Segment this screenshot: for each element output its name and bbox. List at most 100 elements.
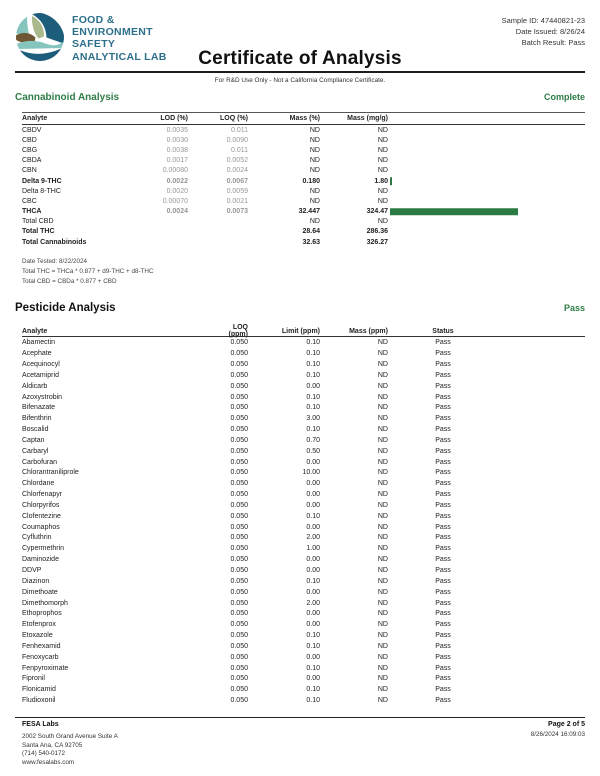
mass-pct-value: ND — [309, 187, 320, 195]
mass-value: ND — [377, 545, 388, 553]
pesticide-row: Captan 0.050 0.70 ND Pass — [22, 435, 585, 446]
pesticide-row: Ethoprophos 0.050 0.00 ND Pass — [22, 608, 585, 619]
loq-value: 0.050 — [230, 675, 248, 683]
mass-value: ND — [377, 415, 388, 423]
pesticide-table-body: Abamectin 0.050 0.10 ND Pass Acephate 0.050 0.1… — [22, 337, 585, 706]
loq-value: 0.050 — [230, 653, 248, 661]
loq-value: 0.050 — [230, 501, 248, 509]
fesa-lab-logo-icon — [16, 13, 64, 61]
limit-value: 0.00 — [306, 501, 320, 509]
limit-value: 2.00 — [306, 534, 320, 542]
pesticide-row: Cyfluthrin 0.050 2.00 ND Pass — [22, 533, 585, 544]
analyte-name: Fenhexamid — [22, 642, 61, 650]
loq-value: 0.050 — [230, 534, 248, 542]
status-value: Pass — [435, 642, 451, 650]
analyte-name: Diazinon — [22, 577, 50, 585]
document-title: Certificate of Analysis — [198, 48, 402, 69]
status-value: Pass — [435, 577, 451, 585]
loq-value: 0.011 — [231, 126, 248, 134]
loq-value: 0.0067 — [226, 177, 248, 185]
limit-value: 0.10 — [306, 632, 320, 640]
status-value: Pass — [435, 415, 451, 423]
mass-value: ND — [377, 686, 388, 694]
status-value: Pass — [435, 393, 451, 401]
mass-value: ND — [377, 491, 388, 499]
lab-name-line: FOOD & — [72, 14, 115, 26]
analyte-name: Abamectin — [22, 339, 56, 347]
status-value: Pass — [435, 621, 451, 629]
loq-value: 0.050 — [230, 360, 248, 368]
loq-value: 0.050 — [230, 382, 248, 390]
lod-value: 0.00080 — [162, 167, 188, 175]
status-value: Pass — [435, 588, 451, 596]
mass-pct-value: ND — [309, 146, 320, 154]
column-header: Limit (ppm) — [281, 327, 320, 335]
analyte-name: CBN — [22, 167, 37, 175]
mass-pct-value: 32.63 — [302, 238, 320, 246]
mass-bar-cell — [388, 176, 585, 186]
pesticide-row: Bifenthrin 0.050 3.00 ND Pass — [22, 413, 585, 424]
limit-value: 0.70 — [306, 436, 320, 444]
pesticide-row: DDVP 0.050 0.00 ND Pass — [22, 565, 585, 576]
pesticide-row: Azoxystrobin 0.050 0.10 ND Pass — [22, 392, 585, 403]
column-header: LOD (%) — [160, 115, 188, 122]
status-value: Pass — [435, 447, 451, 455]
analyte-name: Dimethomorph — [22, 599, 68, 607]
mass-mgg-value: ND — [377, 218, 388, 226]
pesticide-row: Dimethomorph 0.050 2.00 ND Pass — [22, 598, 585, 609]
status-value: Pass — [435, 382, 451, 390]
loq-value: 0.0024 — [226, 167, 248, 175]
analyte-name: Delta 9-THC — [22, 177, 62, 185]
pesticide-row: Fenoxycarb 0.050 0.00 ND Pass — [22, 652, 585, 663]
loq-value: 0.050 — [230, 523, 248, 531]
cannabinoid-row: CBDA 0.0017 0.0052 ND ND — [22, 156, 585, 166]
cannabinoid-status-badge: Complete — [543, 92, 585, 102]
mass-value: ND — [377, 567, 388, 574]
pesticide-row: Chlorpyrifos 0.050 0.00 ND Pass — [22, 500, 585, 511]
lod-value: 0.0020 — [166, 187, 188, 195]
mass-pct-value: ND — [309, 218, 320, 226]
mass-value: ND — [377, 436, 388, 444]
date-issued: Date Issued: 8/26/24 — [515, 27, 585, 36]
mass-bar-cell — [388, 227, 585, 237]
loq-value: 0.050 — [230, 393, 248, 401]
analyte-name: Bifenazate — [22, 404, 56, 412]
mass-bar-cell — [388, 166, 585, 176]
lab-name-line: SAFETY — [72, 38, 116, 51]
loq-value: 0.050 — [230, 371, 248, 379]
loq-value: 0.011 — [231, 146, 248, 154]
document-footer: FESA Labs 2002 South Grand Avenue Suite … — [15, 717, 585, 768]
mass-pct-value: ND — [309, 157, 320, 165]
sample-id: Sample ID: 47440821-23 — [501, 16, 585, 25]
pesticide-row: Fenpyroximate 0.050 0.10 ND Pass — [22, 663, 585, 674]
pesticide-row: Aldicarb 0.050 0.00 ND Pass — [22, 381, 585, 392]
analyte-name: Cypermethrin — [22, 545, 65, 553]
analyte-name: Chlordane — [22, 480, 55, 488]
analyte-name: Daminozide — [22, 556, 59, 564]
status-value: Pass — [435, 697, 451, 705]
column-header: LOQ (%) — [220, 115, 248, 122]
pesticide-row: Etofenprox 0.050 0.00 ND Pass — [22, 619, 585, 630]
mass-value: ND — [377, 675, 388, 683]
mass-value: ND — [377, 664, 388, 672]
loq-value: 0.050 — [230, 447, 248, 455]
pesticide-row: Carbaryl 0.050 0.50 ND Pass — [22, 446, 585, 457]
pesticide-row: Fludioxonil 0.050 0.10 ND Pass — [22, 695, 585, 706]
column-header: Mass (%) — [289, 115, 320, 122]
mass-bar-cell — [388, 186, 585, 196]
loq-value: 0.050 — [230, 339, 248, 347]
status-value: Pass — [435, 632, 451, 640]
status-value: Pass — [435, 480, 451, 488]
column-header: Analyte — [22, 115, 48, 122]
analyte-name: Etoxazole — [22, 632, 53, 640]
cannabinoid-row: THCA 0.0024 0.0073 32.447 324.47 — [22, 207, 585, 217]
mass-value: ND — [377, 469, 388, 477]
analyte-name: Carbaryl — [22, 447, 49, 455]
limit-value: 0.00 — [306, 567, 320, 574]
cannabinoid-section-header: Cannabinoid Analysis Complete — [15, 92, 585, 103]
status-value: Pass — [435, 426, 451, 434]
mass-mgg-value: 326.27 — [366, 238, 388, 246]
status-value: Pass — [435, 567, 451, 574]
pesticide-row: Clofentezine 0.050 0.10 ND Pass — [22, 511, 585, 522]
cannabinoid-table-body: CBDV 0.0035 0.011 ND ND CBD 0.0030 0.0090 ND ND CB… — [22, 125, 585, 247]
